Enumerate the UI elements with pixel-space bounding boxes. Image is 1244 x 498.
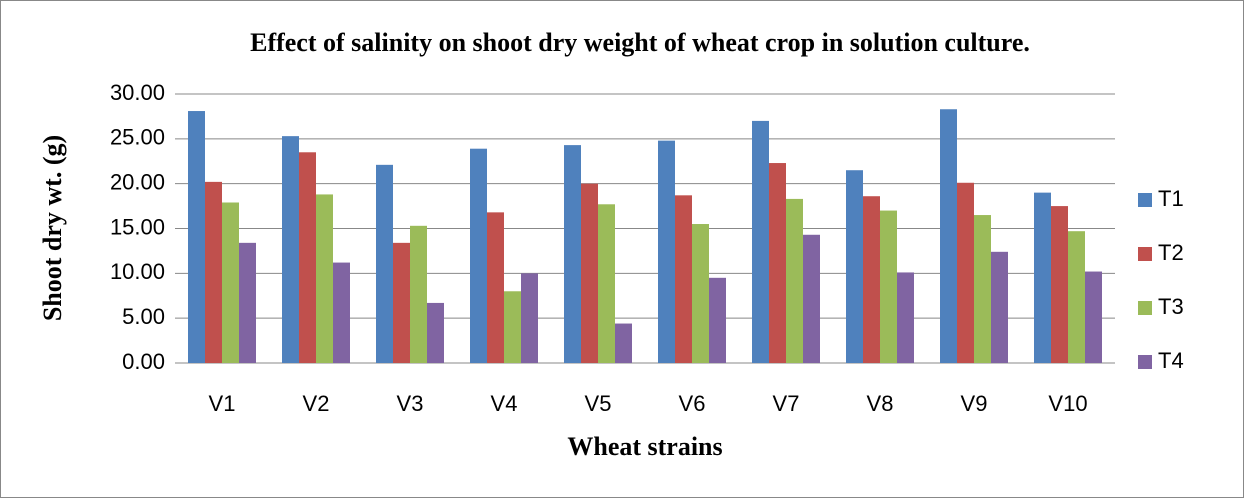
bar bbox=[487, 212, 504, 363]
bar bbox=[222, 202, 239, 363]
legend-label: T4 bbox=[1158, 348, 1184, 373]
bar bbox=[282, 136, 299, 363]
x-tick-label: V9 bbox=[961, 391, 988, 416]
bar bbox=[581, 183, 598, 363]
bar bbox=[393, 242, 410, 363]
bar bbox=[376, 164, 393, 363]
bar bbox=[1034, 192, 1051, 363]
legend-swatch bbox=[1138, 355, 1152, 369]
bar bbox=[769, 163, 786, 363]
x-tick-label: V4 bbox=[491, 391, 518, 416]
bar bbox=[897, 272, 914, 363]
bar bbox=[564, 145, 581, 363]
bar bbox=[803, 234, 820, 363]
y-tick-label: 25.00 bbox=[110, 125, 165, 150]
bar bbox=[863, 196, 880, 363]
x-tick-label: V1 bbox=[209, 391, 236, 416]
bar bbox=[410, 225, 427, 363]
legend-swatch bbox=[1138, 301, 1152, 315]
bar bbox=[427, 302, 444, 363]
x-axis-label: Wheat strains bbox=[567, 432, 722, 461]
bar bbox=[692, 224, 709, 363]
y-tick-label: 20.00 bbox=[110, 169, 165, 194]
bar bbox=[316, 194, 333, 363]
x-tick-label: V3 bbox=[397, 391, 424, 416]
bar bbox=[615, 323, 632, 363]
bar bbox=[521, 273, 538, 363]
bar bbox=[974, 215, 991, 363]
bar bbox=[940, 109, 957, 363]
legend-swatch bbox=[1138, 247, 1152, 261]
bar bbox=[957, 182, 974, 363]
bar bbox=[846, 170, 863, 363]
x-tick-label: V7 bbox=[773, 391, 800, 416]
y-tick-label: 30.00 bbox=[110, 80, 165, 105]
bar bbox=[504, 291, 521, 363]
y-tick-label: 10.00 bbox=[110, 259, 165, 284]
bar bbox=[786, 198, 803, 363]
legend-swatch bbox=[1138, 193, 1152, 207]
x-tick-label: V8 bbox=[867, 391, 894, 416]
bar bbox=[205, 181, 222, 363]
bar bbox=[188, 111, 205, 363]
bar bbox=[880, 210, 897, 363]
x-tick-label: V5 bbox=[585, 391, 612, 416]
x-tick-label: V2 bbox=[303, 391, 330, 416]
chart-title: Effect of salinity on shoot dry weight o… bbox=[250, 28, 1030, 57]
bar bbox=[333, 262, 350, 363]
bar bbox=[470, 148, 487, 363]
bar bbox=[675, 195, 692, 363]
bar bbox=[991, 251, 1008, 363]
y-tick-label: 0.00 bbox=[122, 349, 165, 374]
x-tick-label: V6 bbox=[679, 391, 706, 416]
bar bbox=[598, 204, 615, 363]
bar bbox=[1085, 271, 1102, 363]
y-axis-label: Shoot dry wt. (g) bbox=[38, 135, 67, 321]
bar bbox=[299, 152, 316, 363]
bar bbox=[709, 277, 726, 363]
legend-label: T1 bbox=[1158, 186, 1184, 211]
y-tick-label: 5.00 bbox=[122, 304, 165, 329]
bar bbox=[1051, 206, 1068, 363]
legend-label: T2 bbox=[1158, 240, 1184, 265]
bar bbox=[239, 242, 256, 363]
x-tick-label: V10 bbox=[1048, 391, 1087, 416]
bar bbox=[752, 120, 769, 364]
legend-label: T3 bbox=[1158, 294, 1184, 319]
bar bbox=[658, 140, 675, 363]
y-tick-label: 15.00 bbox=[110, 214, 165, 239]
bar bbox=[1068, 231, 1085, 363]
